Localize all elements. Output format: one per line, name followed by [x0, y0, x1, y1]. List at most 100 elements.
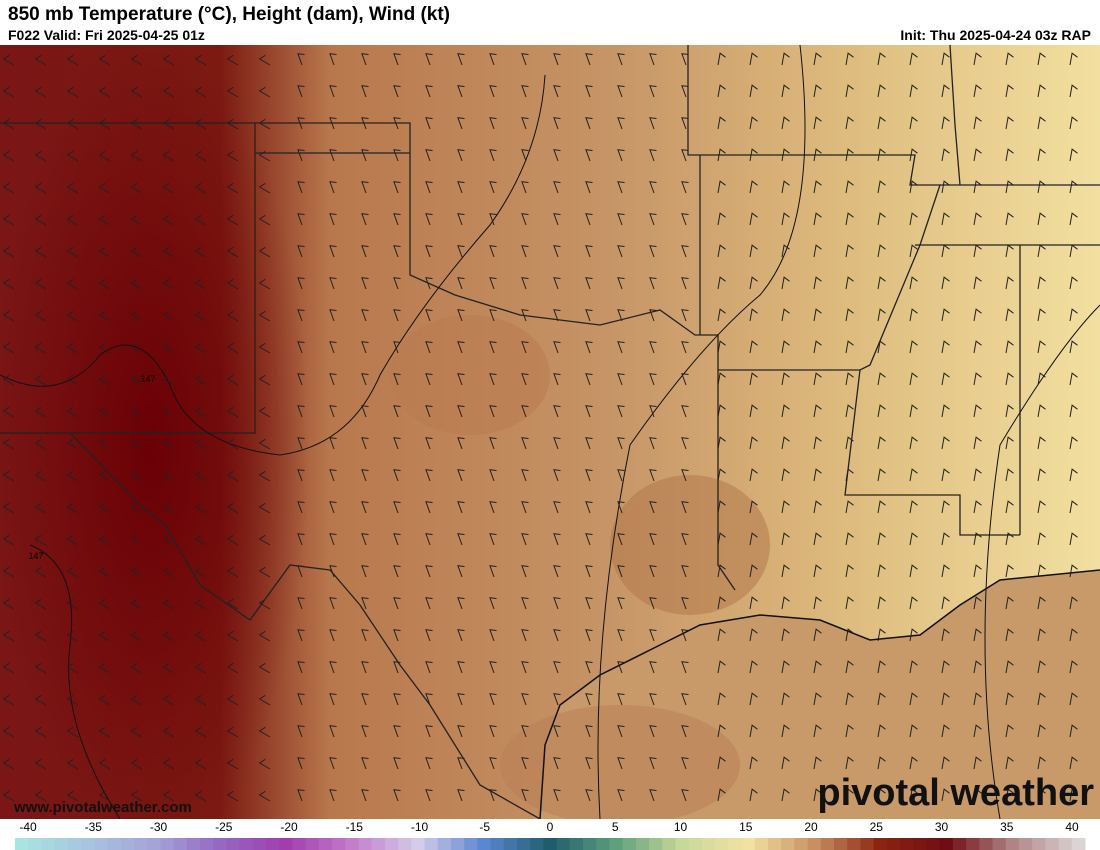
wind-barb	[553, 725, 561, 738]
wind-barb	[617, 469, 625, 482]
wind-barb	[877, 564, 886, 578]
color-swatch	[754, 838, 769, 850]
wind-barb	[425, 341, 433, 354]
wind-barb	[681, 405, 689, 418]
wind-barb	[749, 372, 758, 386]
wind-barb	[258, 406, 271, 418]
wind-barb	[226, 182, 239, 194]
wind-barb	[717, 116, 726, 130]
wind-barb	[425, 437, 433, 450]
wind-barb	[457, 117, 465, 130]
wind-barb	[813, 468, 822, 482]
wind-barb	[457, 789, 465, 802]
wind-barb	[329, 309, 337, 322]
wind-barb	[258, 630, 271, 642]
wind-barb	[649, 469, 657, 482]
wind-barb	[98, 502, 111, 514]
wind-barb	[1005, 308, 1014, 322]
wind-barb	[973, 180, 982, 194]
wind-barb	[130, 502, 143, 514]
wind-barb	[649, 789, 657, 802]
wind-barb	[877, 468, 886, 482]
wind-barb	[162, 278, 175, 290]
wind-barb	[489, 53, 497, 66]
wind-barb	[297, 565, 305, 578]
color-swatch	[133, 838, 148, 850]
wind-barb	[489, 245, 497, 258]
wind-barb	[749, 596, 758, 610]
wind-barb	[34, 598, 47, 610]
wind-barb	[941, 244, 950, 258]
wind-barb	[749, 692, 758, 706]
wind-barb	[617, 789, 625, 802]
wind-barb	[489, 373, 497, 386]
wind-barb	[941, 628, 950, 642]
colorbar-tick-label: 25	[870, 820, 884, 834]
wind-barb	[162, 54, 175, 66]
wind-barb	[361, 149, 369, 162]
wind-barb	[34, 662, 47, 674]
wind-barb	[717, 724, 726, 738]
wind-barb	[66, 342, 79, 354]
wind-barb	[649, 693, 657, 706]
wind-barb	[521, 245, 529, 258]
wind-barb	[585, 53, 593, 66]
wind-barb	[941, 436, 950, 450]
wind-barb	[194, 182, 207, 194]
wind-barb	[681, 341, 689, 354]
wind-barb	[973, 660, 982, 674]
wind-barb	[297, 597, 305, 610]
wind-barb	[98, 278, 111, 290]
contour-label: 147	[28, 551, 43, 561]
wind-barb	[1069, 116, 1078, 130]
logo: pivotal weather	[817, 772, 1094, 814]
colorbar-tick-label: -25	[215, 820, 233, 834]
wind-barb	[717, 532, 726, 546]
wind-barb	[98, 534, 111, 546]
wind-barb	[845, 372, 854, 386]
wind-barb	[749, 276, 758, 290]
wind-barb	[393, 309, 401, 322]
wind-barb	[162, 630, 175, 642]
wind-barb	[457, 661, 465, 674]
color-swatch	[609, 838, 624, 850]
wind-barb	[361, 85, 369, 98]
wind-barb	[162, 598, 175, 610]
wind-barb	[813, 628, 822, 642]
wind-barb	[457, 341, 465, 354]
wind-barb	[393, 501, 401, 514]
wind-barb	[489, 533, 497, 546]
wind-barb	[877, 756, 886, 770]
wind-barb	[941, 116, 950, 130]
wind-barb	[813, 500, 822, 514]
wind-barb	[717, 596, 726, 610]
wind-barb	[781, 308, 790, 322]
wind-barb	[717, 788, 726, 802]
wind-barb	[585, 693, 593, 706]
colorbar-tick-label: 0	[547, 820, 554, 834]
wind-barb	[2, 342, 15, 354]
wind-barb	[393, 629, 401, 642]
wind-barb	[521, 469, 529, 482]
wind-barb	[361, 373, 369, 386]
wind-barb	[297, 149, 305, 162]
wind-barb	[34, 630, 47, 642]
wind-barb	[489, 565, 497, 578]
wind-barb	[130, 630, 143, 642]
wind-barb	[66, 502, 79, 514]
wind-barb	[425, 405, 433, 418]
wind-barb	[845, 628, 854, 642]
wind-barb	[649, 149, 657, 162]
color-swatch	[1005, 838, 1020, 850]
wind-barb	[1069, 212, 1078, 226]
wind-barb	[909, 436, 918, 450]
wind-barb	[329, 757, 337, 770]
wind-barb	[1037, 692, 1046, 706]
wind-barb	[258, 470, 271, 482]
wind-barb	[2, 374, 15, 386]
colorbar-tick-label: 20	[804, 820, 818, 834]
wind-barb	[489, 597, 497, 610]
wind-barb	[194, 534, 207, 546]
wind-barb	[329, 341, 337, 354]
wind-barb	[585, 757, 593, 770]
